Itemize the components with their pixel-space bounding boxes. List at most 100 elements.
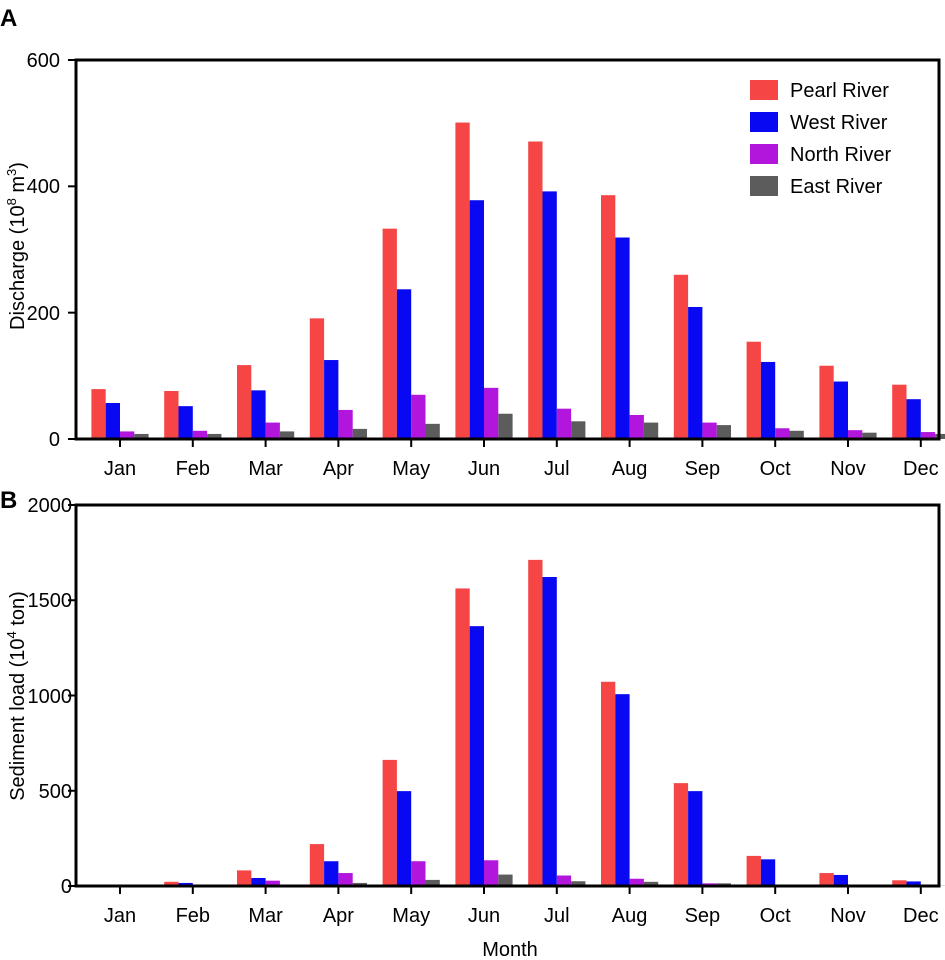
panel-a-x-ticks: Jan Feb Mar Apr May Jun Jul Aug Sep Oct Nov Dec xyxy=(68,59,939,480)
bar-west-river-nov xyxy=(833,874,848,886)
legend-label-west-river: West River xyxy=(790,112,888,134)
panel-b-x-axis-label: Month xyxy=(482,939,538,960)
bar-pearl-river-aug xyxy=(601,681,616,886)
x-tick-label-jul: Jul xyxy=(544,905,570,927)
bar-pearl-river-may xyxy=(382,759,397,886)
bar-west-river-dec xyxy=(906,881,921,886)
x-tick-label-may: May xyxy=(392,458,430,480)
x-tick-label-mar: Mar xyxy=(248,458,283,480)
bar-north-river-jul xyxy=(556,875,572,886)
x-tick-label-aug: Aug xyxy=(612,458,648,480)
bar-north-river-mar xyxy=(265,880,280,886)
legend-swatch-north-river xyxy=(750,144,778,164)
x-tick-label-mar: Mar xyxy=(248,905,283,927)
bar-west-river-oct xyxy=(760,859,776,886)
bar-west-river-feb xyxy=(178,882,193,886)
panel-b-sediment-chart: B Sediment load (104 ton) 0 500 1000 150… xyxy=(0,487,945,960)
bar-east-river-jun xyxy=(498,413,513,439)
bar-west-river-aug xyxy=(615,237,630,439)
bar-north-river-may xyxy=(411,394,426,439)
bar-north-river-jan xyxy=(120,431,135,439)
bar-west-river-apr xyxy=(324,861,339,886)
panel-b-y-ticks: 0 500 1000 1500 2000 xyxy=(28,495,73,898)
bar-pearl-river-jun xyxy=(455,588,470,886)
panel-b-y-tick-label: 0 xyxy=(61,876,72,898)
bar-pearl-river-nov xyxy=(819,873,834,886)
x-tick-label-apr: Apr xyxy=(323,905,354,927)
bar-north-river-may xyxy=(411,861,426,886)
bar-east-river-mar xyxy=(279,431,295,439)
bar-west-river-jan xyxy=(105,403,120,439)
bar-east-river-nov xyxy=(862,432,877,439)
legend-swatch-pearl-river xyxy=(750,80,778,100)
panel-b-plot-frame xyxy=(74,503,941,888)
bar-west-river-oct xyxy=(760,361,776,439)
bar-west-river-jul xyxy=(542,191,557,439)
panel-b-bars xyxy=(91,559,945,886)
bar-west-river-may xyxy=(396,289,412,439)
panel-b-y-axis-label: Sediment load (104 ton) xyxy=(4,591,29,801)
x-tick-label-nov: Nov xyxy=(830,905,866,927)
legend-swatch-east-river xyxy=(750,176,778,196)
panel-b-y-tick-label: 1000 xyxy=(28,686,73,708)
x-tick-label-dec: Dec xyxy=(903,905,939,927)
panel-b-x-ticks: Jan Feb Mar Apr May Jun Jul Aug Sep Oct Nov Dec xyxy=(68,504,939,927)
bar-north-river-sep xyxy=(702,422,717,439)
x-tick-label-nov: Nov xyxy=(830,458,866,480)
bar-east-river-feb xyxy=(207,433,222,439)
panel-b-label: B xyxy=(0,487,17,514)
x-tick-label-jan: Jan xyxy=(104,905,136,927)
panel-b-y-tick-label: 1500 xyxy=(28,590,73,612)
x-tick-label-jul: Jul xyxy=(544,458,570,480)
bar-west-river-jun xyxy=(469,626,484,886)
panel-a-y-tick-label: 200 xyxy=(27,303,60,325)
bar-east-river-jun xyxy=(498,874,513,886)
bar-east-river-sep xyxy=(716,425,731,439)
bar-west-river-jul xyxy=(542,577,557,886)
bar-pearl-river-mar xyxy=(237,870,252,886)
bar-east-river-jul xyxy=(571,421,586,439)
bar-north-river-jul xyxy=(556,408,572,439)
bar-west-river-sep xyxy=(688,306,703,439)
panel-a-y-tick-label: 600 xyxy=(27,50,60,72)
bar-pearl-river-dec xyxy=(892,384,907,439)
bar-pearl-river-feb xyxy=(164,881,179,886)
x-tick-label-jan: Jan xyxy=(104,458,136,480)
bar-west-river-may xyxy=(396,791,412,886)
bar-east-river-jul xyxy=(571,881,586,886)
bar-north-river-dec xyxy=(920,432,936,439)
bar-pearl-river-apr xyxy=(309,318,325,439)
bar-north-river-aug xyxy=(629,415,644,439)
bar-pearl-river-sep xyxy=(673,274,689,439)
x-tick-label-oct: Oct xyxy=(760,905,792,927)
panel-a-y-tick-label: 400 xyxy=(27,176,60,198)
bar-east-river-aug xyxy=(643,422,659,439)
bar-west-river-sep xyxy=(688,791,703,886)
bar-north-river-mar xyxy=(265,422,280,439)
x-tick-label-may: May xyxy=(392,905,430,927)
bar-pearl-river-jul xyxy=(528,559,543,886)
bar-pearl-river-may xyxy=(382,228,397,439)
panel-a-label: A xyxy=(0,5,17,32)
bar-west-river-nov xyxy=(833,381,848,439)
bar-north-river-apr xyxy=(338,409,353,439)
bar-north-river-nov xyxy=(848,430,863,439)
x-tick-label-sep: Sep xyxy=(685,905,721,927)
x-tick-label-feb: Feb xyxy=(176,458,210,480)
x-tick-label-dec: Dec xyxy=(903,458,939,480)
x-tick-label-feb: Feb xyxy=(176,905,210,927)
bar-north-river-feb xyxy=(192,430,208,439)
legend-label-north-river: North River xyxy=(790,144,891,166)
bar-east-river-aug xyxy=(643,881,659,886)
bar-north-river-jun xyxy=(484,387,499,439)
legend-label-east-river: East River xyxy=(790,176,883,198)
bar-pearl-river-aug xyxy=(601,195,616,439)
bar-north-river-aug xyxy=(629,878,644,886)
x-tick-label-aug: Aug xyxy=(612,905,648,927)
bar-east-river-apr xyxy=(352,882,367,886)
x-tick-label-jun: Jun xyxy=(468,905,500,927)
bar-east-river-apr xyxy=(352,428,367,439)
bar-east-river-may xyxy=(425,879,440,886)
bar-west-river-jun xyxy=(469,200,484,439)
